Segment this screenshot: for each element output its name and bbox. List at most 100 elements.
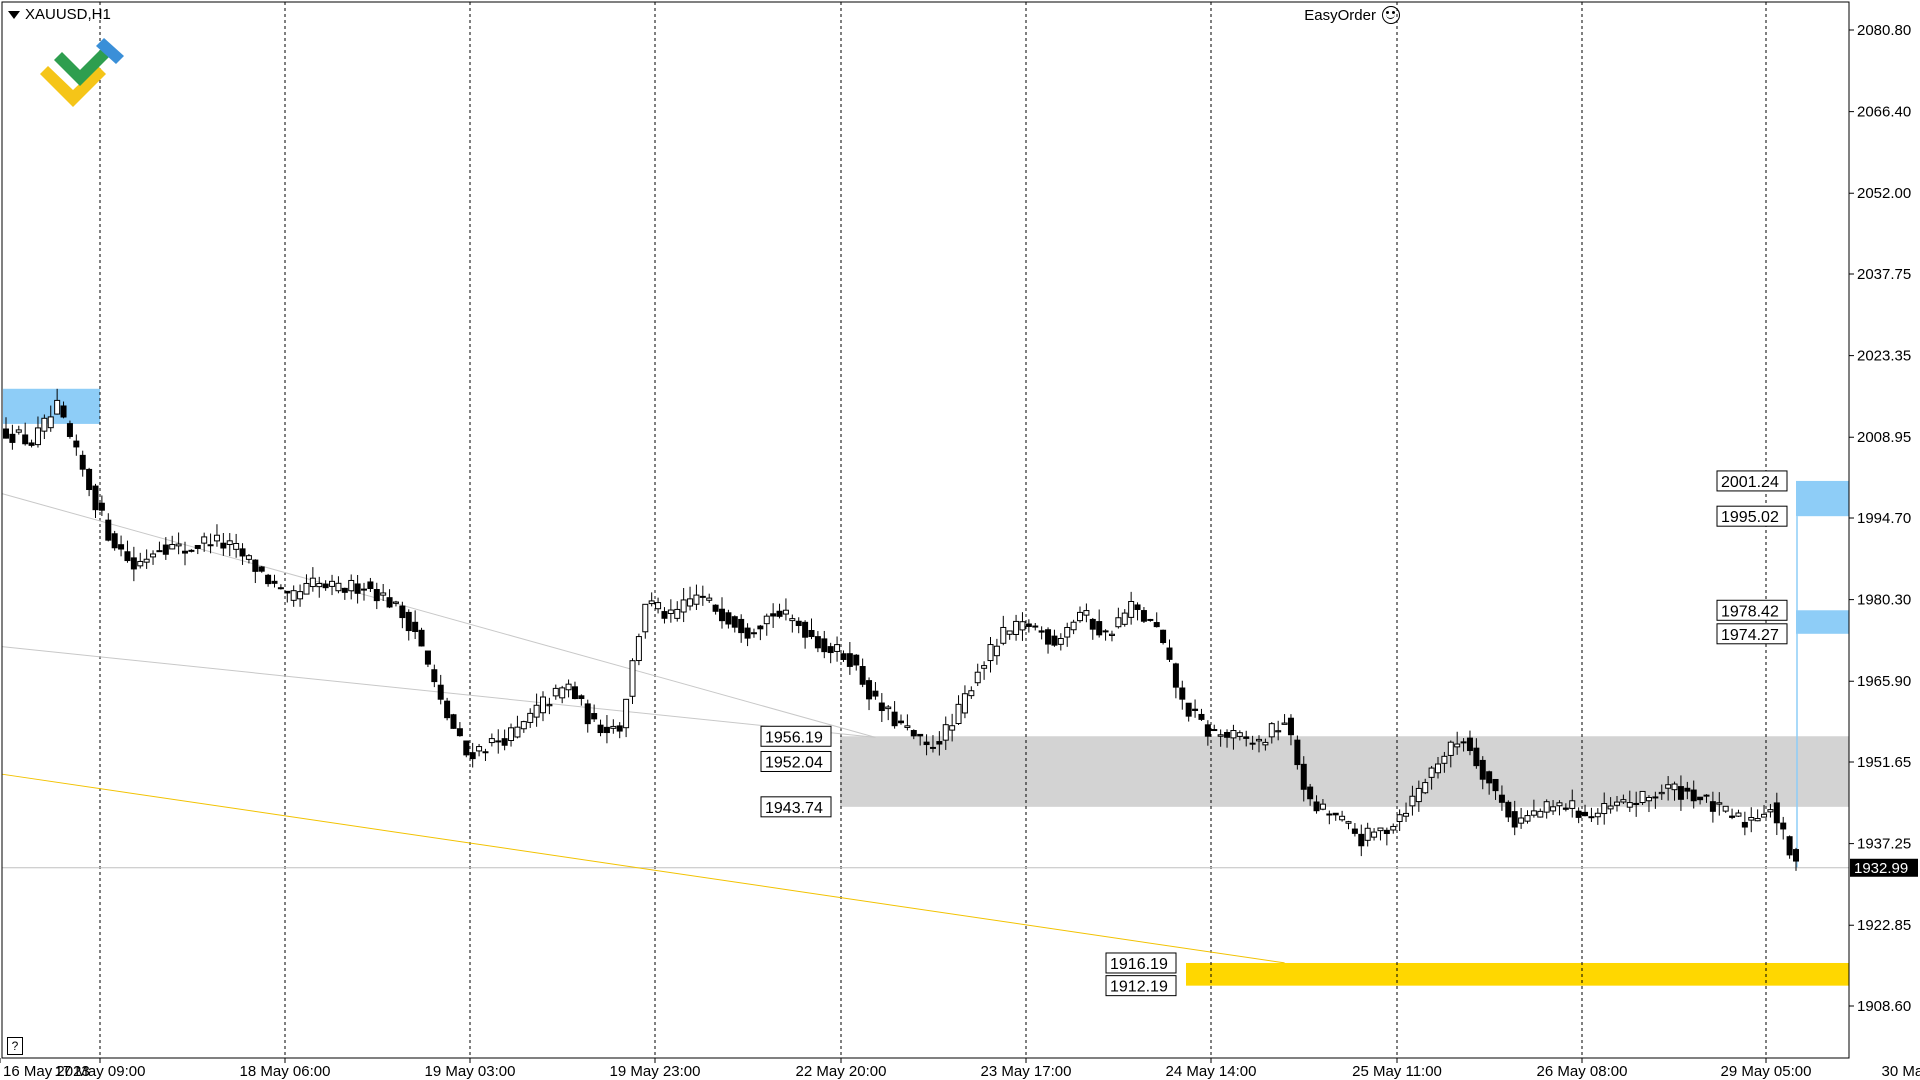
- candle: [1773, 792, 1780, 836]
- candle-body: [655, 602, 662, 610]
- candle-body: [853, 654, 860, 666]
- candle: [303, 574, 310, 595]
- candle: [885, 705, 892, 721]
- candle: [910, 729, 917, 740]
- candle-body: [456, 728, 463, 737]
- candle: [1582, 804, 1589, 817]
- blue-upper-label: 1995.02: [1721, 509, 1779, 526]
- candle-body: [731, 616, 738, 628]
- candle-body: [693, 594, 700, 605]
- candle-body: [1626, 802, 1633, 808]
- candle: [1166, 639, 1173, 662]
- y-tick-label: 2066.40: [1857, 104, 1911, 121]
- symbol-title[interactable]: XAUUSD,H1: [8, 6, 111, 23]
- candle-body: [92, 485, 99, 511]
- candle-body: [667, 609, 674, 615]
- yellow-zone-label-box: [1105, 952, 1177, 974]
- candle-body: [169, 544, 176, 550]
- trendlines-layer: [1, 493, 1285, 964]
- candle-body: [373, 589, 380, 602]
- candle-body: [444, 700, 451, 719]
- x-tick-label: 19 May 23:00: [610, 1063, 701, 1080]
- candle: [392, 600, 399, 607]
- candles-layer: [3, 388, 1799, 871]
- candle: [41, 414, 48, 440]
- candle: [1626, 790, 1633, 812]
- candle-body: [1051, 635, 1058, 646]
- candle: [28, 439, 35, 448]
- candle: [1377, 827, 1384, 841]
- candle-body: [1140, 610, 1147, 622]
- candle-body: [610, 725, 617, 729]
- candle: [1409, 785, 1416, 816]
- candle: [1422, 778, 1429, 795]
- candle: [367, 577, 374, 593]
- candle-body: [367, 581, 374, 590]
- candle-body: [265, 574, 272, 585]
- candle-body: [66, 423, 73, 437]
- candle: [488, 733, 495, 747]
- y-tick-label: 2080.80: [1857, 22, 1911, 39]
- candle: [380, 584, 387, 602]
- candle: [86, 467, 93, 497]
- candle-body: [904, 725, 911, 728]
- easyorder-panel[interactable]: EasyOrder: [1304, 6, 1400, 24]
- candle-body: [1524, 815, 1531, 822]
- candle-body: [878, 702, 885, 712]
- candle-body: [105, 519, 112, 541]
- candle: [667, 599, 674, 623]
- candle: [1396, 809, 1403, 831]
- broker-logo: [40, 38, 124, 107]
- candle-body: [1166, 647, 1173, 660]
- y-tick-label: 1994.70: [1857, 510, 1911, 527]
- candle-body: [226, 540, 233, 545]
- candle: [1351, 823, 1358, 837]
- candle-body: [1703, 794, 1710, 797]
- candle-body: [1275, 730, 1282, 733]
- candle: [719, 597, 725, 629]
- candle: [245, 553, 252, 564]
- candle-body: [1652, 796, 1659, 799]
- candle-body: [571, 686, 578, 700]
- candle: [750, 628, 757, 638]
- triangle-down-icon[interactable]: [8, 10, 20, 19]
- candle-body: [1722, 805, 1729, 812]
- candle: [1793, 847, 1799, 871]
- candle: [693, 584, 700, 610]
- candle: [1128, 591, 1135, 625]
- grey-zone-label-box: [760, 796, 832, 818]
- candle: [456, 722, 463, 737]
- blue-upper-label-box: [1716, 470, 1788, 492]
- candle: [1268, 722, 1275, 744]
- candle-body: [738, 618, 745, 634]
- candle-body: [1697, 796, 1704, 801]
- candle-body: [1556, 802, 1563, 807]
- candle-body: [1192, 708, 1199, 711]
- candle: [1249, 735, 1256, 750]
- candle-body: [1262, 741, 1269, 746]
- candle-body: [1064, 626, 1071, 638]
- x-tick-label: 26 May 08:00: [1537, 1063, 1628, 1080]
- candle: [482, 748, 489, 761]
- candle: [1070, 619, 1077, 635]
- candle-body: [846, 653, 853, 667]
- candle-body: [1505, 801, 1512, 818]
- candle: [597, 719, 604, 737]
- candle-body: [961, 693, 968, 714]
- candle: [936, 731, 943, 756]
- candle: [284, 590, 291, 603]
- candle: [1160, 629, 1167, 645]
- candle-body: [1160, 629, 1167, 644]
- help-button[interactable]: ?: [7, 1037, 23, 1055]
- candle: [1064, 622, 1071, 647]
- candle: [405, 609, 412, 641]
- candle-body: [955, 703, 962, 725]
- candle: [1786, 835, 1793, 859]
- y-tick-label: 1951.65: [1857, 754, 1911, 771]
- candle-body: [1562, 807, 1569, 810]
- y-tick-label: 1922.85: [1857, 917, 1911, 934]
- candle-body: [1256, 738, 1262, 742]
- candle-body: [1172, 663, 1179, 688]
- candle: [463, 740, 470, 758]
